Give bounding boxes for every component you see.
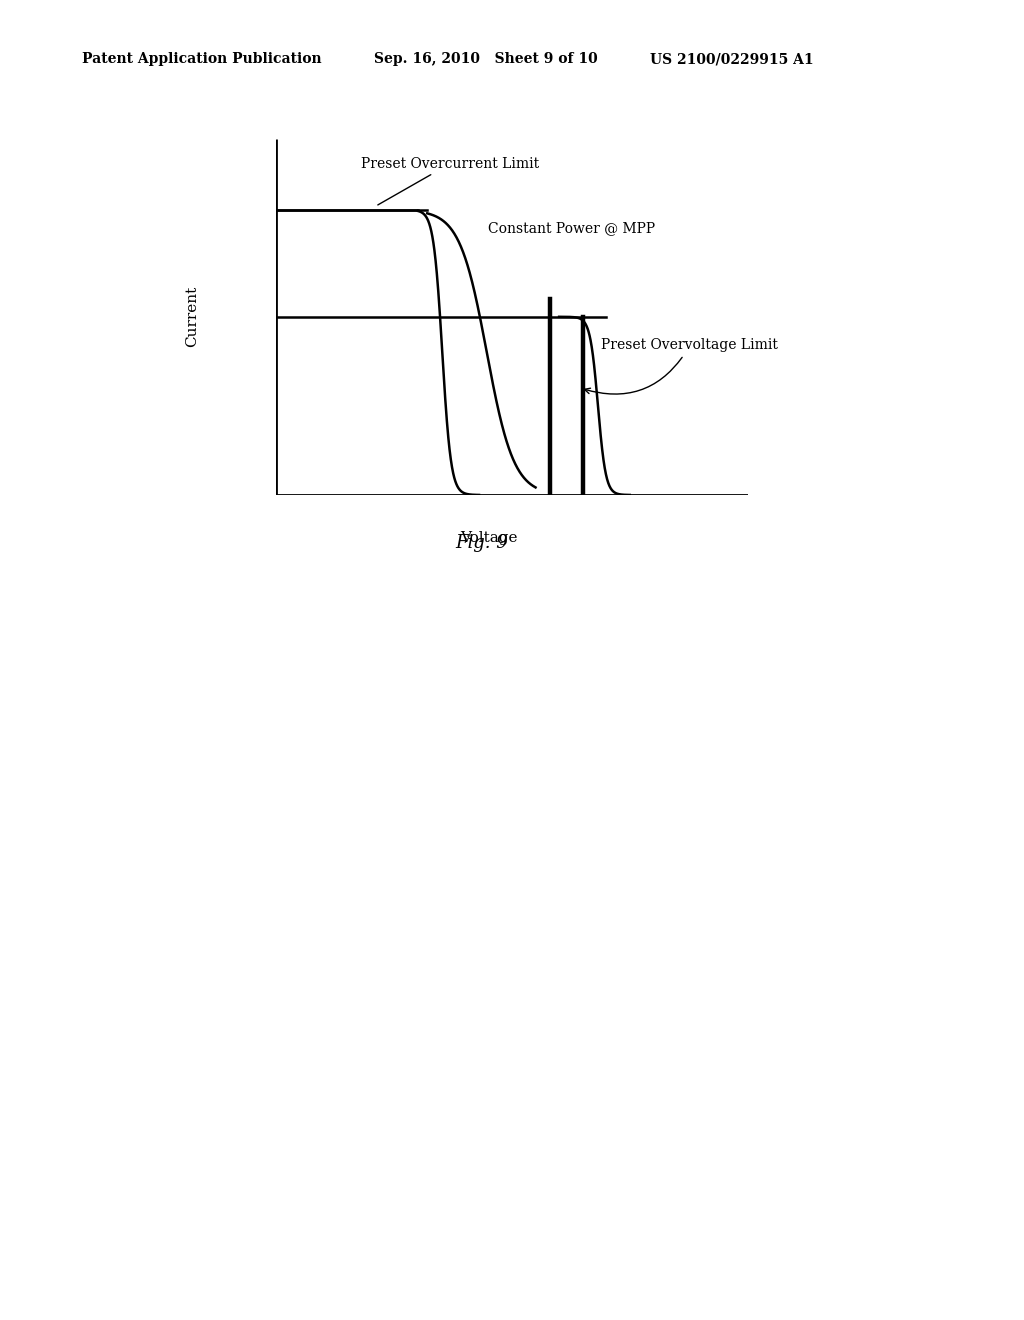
Text: Voltage: Voltage — [460, 531, 517, 545]
Text: Patent Application Publication: Patent Application Publication — [82, 53, 322, 66]
Text: Fig. 9: Fig. 9 — [455, 533, 508, 552]
Text: Preset Overvoltage Limit: Preset Overvoltage Limit — [585, 338, 778, 395]
Text: Current: Current — [184, 286, 199, 347]
Text: Preset Overcurrent Limit: Preset Overcurrent Limit — [361, 157, 540, 205]
Text: US 2100/0229915 A1: US 2100/0229915 A1 — [650, 53, 814, 66]
Text: Sep. 16, 2010   Sheet 9 of 10: Sep. 16, 2010 Sheet 9 of 10 — [374, 53, 598, 66]
Text: Constant Power @ MPP: Constant Power @ MPP — [488, 220, 655, 235]
